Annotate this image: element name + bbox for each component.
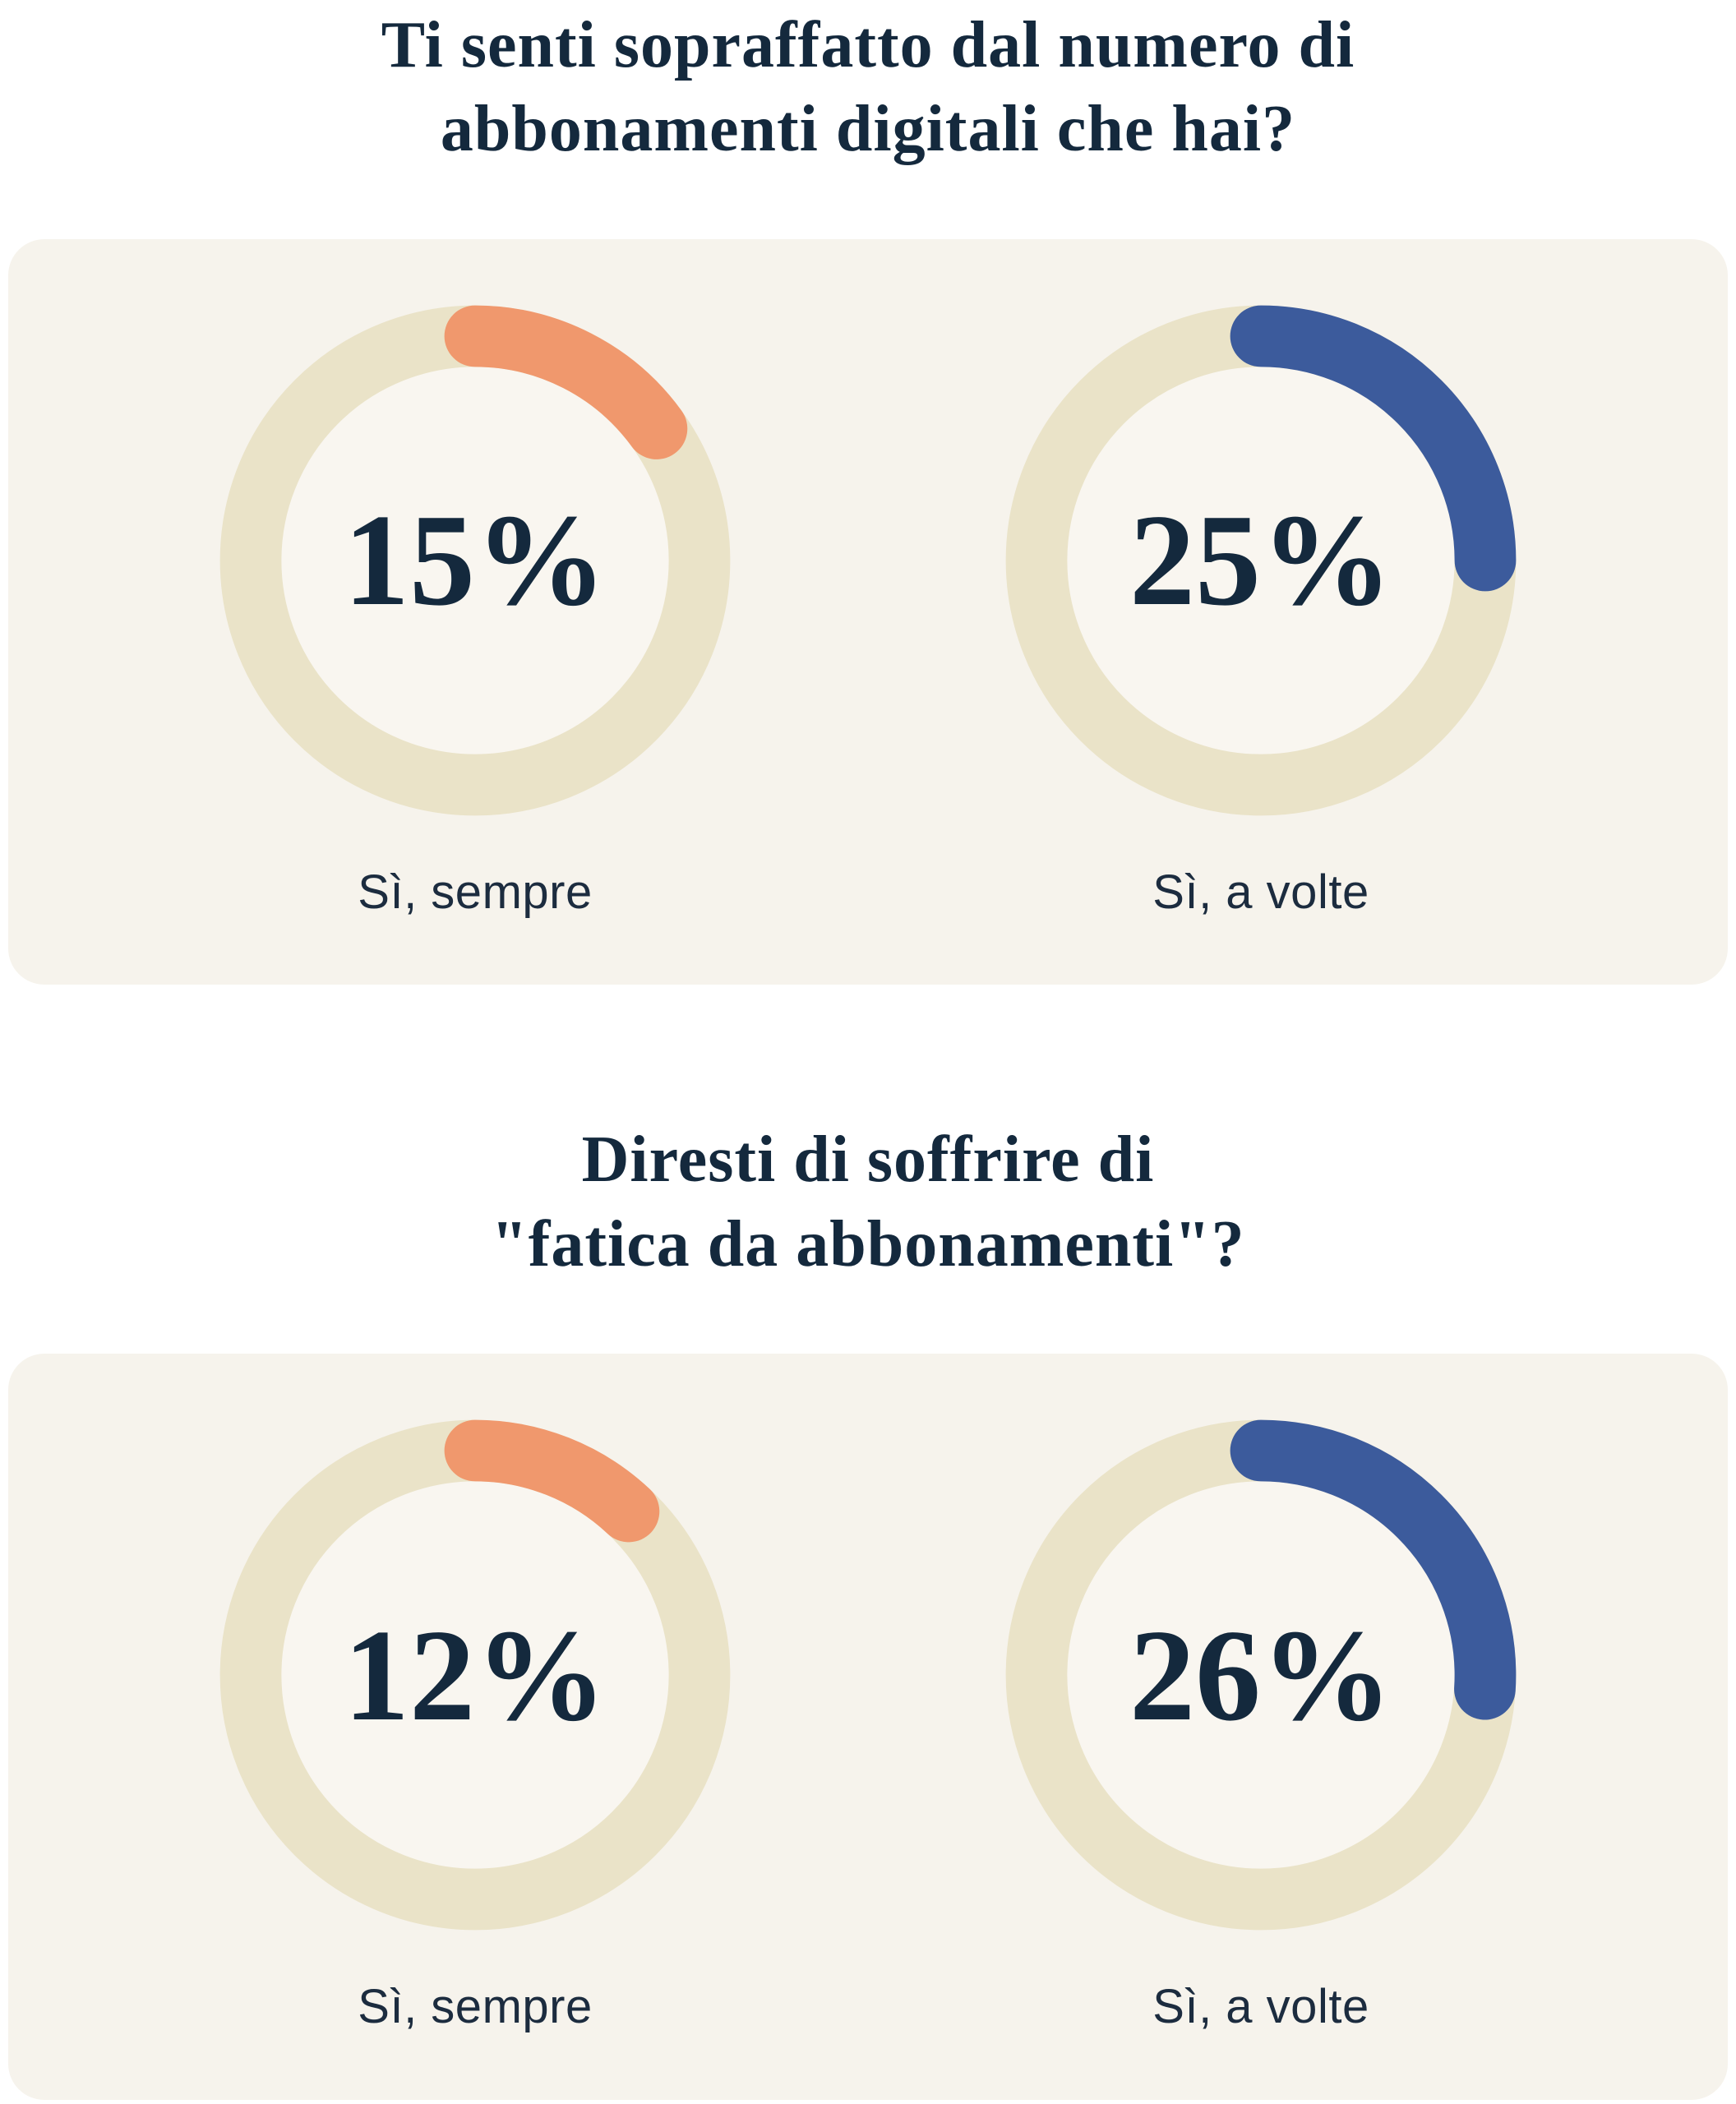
chart-card: 15% Sì, sempre 25% Sì, a volte [8, 238, 1728, 985]
donut-svg [1005, 305, 1517, 816]
donut-value: 26% [1129, 1601, 1392, 1748]
donut-label: Sì, sempre [358, 1980, 593, 2034]
donut-value: 15% [344, 487, 607, 634]
donut-ring [208, 1408, 742, 1942]
section-title-line2: "fatica da abbonamenti"? [491, 1207, 1245, 1280]
donut-label: Sì, sempre [358, 865, 593, 919]
donut: 26% [994, 1408, 1528, 1942]
donut-chart-sometimes: 25% Sì, a volte [868, 293, 1654, 921]
donut-label: Sì, a volte [1152, 1980, 1369, 2034]
donut-svg [219, 305, 731, 816]
section-subscription-fatigue: Diresti di soffrire di "fatica da abbona… [0, 1118, 1736, 2100]
donut: 12% [208, 1408, 742, 1942]
donut-chart-sometimes: 26% Sì, a volte [868, 1408, 1654, 2036]
donut-ring [994, 1408, 1528, 1942]
donut-chart-always: 12% Sì, sempre [82, 1408, 868, 2036]
section-title: Diresti di soffrire di "fatica da abbona… [0, 1118, 1736, 1286]
section-overwhelmed: Ti senti sopraffatto dal numero di abbon… [0, 0, 1736, 985]
donut-svg [1005, 1419, 1517, 1931]
donut-svg [219, 1419, 731, 1931]
section-title-line1: Diresti di soffrire di [581, 1124, 1155, 1197]
section-title-line1: Ti senti sopraffatto dal numero di [381, 9, 1355, 81]
donut-chart-always: 15% Sì, sempre [82, 293, 868, 921]
donut-ring [208, 293, 742, 828]
chart-card: 12% Sì, sempre 26% Sì, a volte [8, 1354, 1728, 2100]
donut: 25% [994, 293, 1528, 828]
section-title: Ti senti sopraffatto dal numero di abbon… [0, 0, 1736, 172]
donut: 15% [208, 293, 742, 828]
donut-ring [994, 293, 1528, 828]
donut-value: 25% [1129, 487, 1392, 634]
donut-value: 12% [344, 1601, 607, 1748]
donut-label: Sì, a volte [1152, 865, 1369, 919]
section-title-line2: abbonamenti digitali che hai? [440, 93, 1296, 166]
